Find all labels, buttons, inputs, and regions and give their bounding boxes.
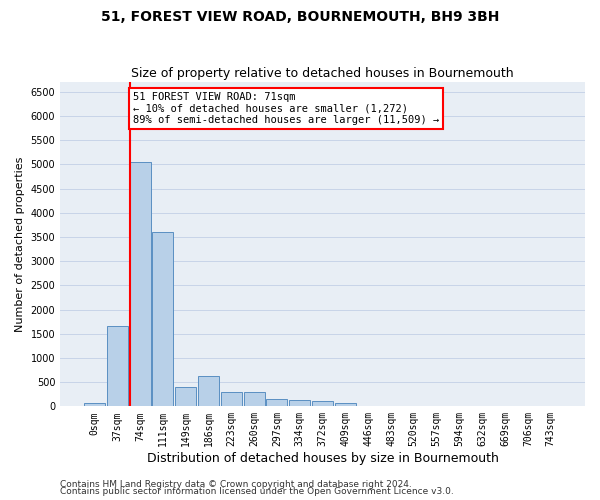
Bar xyxy=(175,387,196,406)
Text: 51 FOREST VIEW ROAD: 71sqm
← 10% of detached houses are smaller (1,272)
89% of s: 51 FOREST VIEW ROAD: 71sqm ← 10% of deta… xyxy=(133,92,439,125)
Bar xyxy=(152,232,173,406)
Bar xyxy=(198,376,219,406)
Text: 51, FOREST VIEW ROAD, BOURNEMOUTH, BH9 3BH: 51, FOREST VIEW ROAD, BOURNEMOUTH, BH9 3… xyxy=(101,10,499,24)
Bar xyxy=(266,398,287,406)
Text: Contains HM Land Registry data © Crown copyright and database right 2024.: Contains HM Land Registry data © Crown c… xyxy=(60,480,412,489)
Bar xyxy=(244,392,265,406)
Bar xyxy=(84,402,105,406)
X-axis label: Distribution of detached houses by size in Bournemouth: Distribution of detached houses by size … xyxy=(146,452,499,465)
Bar xyxy=(289,400,310,406)
Bar xyxy=(312,401,333,406)
Title: Size of property relative to detached houses in Bournemouth: Size of property relative to detached ho… xyxy=(131,66,514,80)
Bar xyxy=(221,392,242,406)
Text: Contains public sector information licensed under the Open Government Licence v3: Contains public sector information licen… xyxy=(60,487,454,496)
Y-axis label: Number of detached properties: Number of detached properties xyxy=(15,156,25,332)
Bar xyxy=(335,404,356,406)
Bar xyxy=(107,326,128,406)
Bar xyxy=(130,162,151,406)
